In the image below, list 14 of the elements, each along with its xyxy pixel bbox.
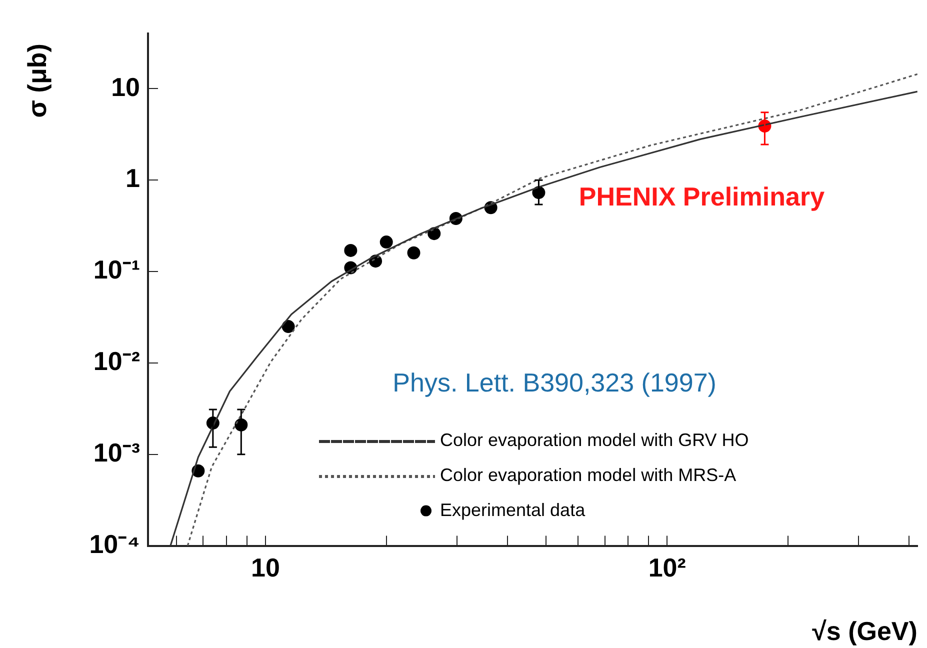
y-tick-label: 10⁻² — [93, 346, 140, 376]
x-axis-title: √s (GeV) — [812, 616, 918, 646]
x-tick-label: 10² — [648, 552, 686, 583]
legend-label: Experimental data — [440, 500, 586, 520]
y-axis-title: σ (μb) — [22, 44, 52, 118]
legend-label: Color evaporation model with MRS-A — [440, 464, 736, 485]
y-tick-label: 10 — [111, 72, 140, 102]
y-tick-label: 10⁻¹ — [93, 254, 140, 285]
y-tick-label: 10⁻⁴ — [89, 528, 140, 559]
legend-label: Color evaporation model with GRV HO — [440, 430, 749, 450]
y-tick-label: 1 — [126, 163, 140, 194]
annotation: PHENIX Preliminary — [578, 182, 826, 212]
annotation: Phys. Lett. B390,323 (1997) — [392, 368, 716, 398]
y-tick-label: 10⁻³ — [93, 438, 140, 468]
